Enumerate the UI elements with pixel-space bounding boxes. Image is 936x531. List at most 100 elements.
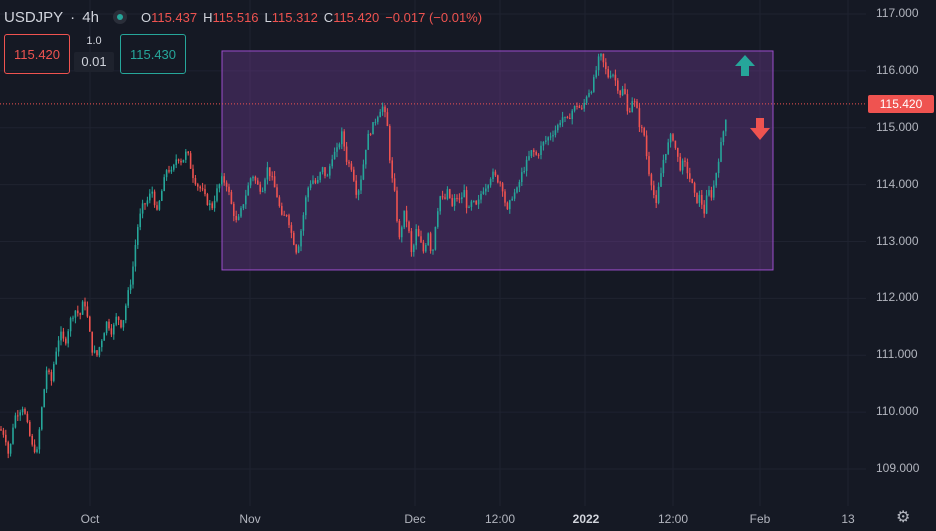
candle-body xyxy=(336,147,338,152)
candle-body xyxy=(513,192,516,199)
candle-body xyxy=(74,310,77,318)
candle-body xyxy=(410,231,413,253)
candle-body xyxy=(165,170,168,178)
candle-body xyxy=(7,442,9,454)
candle-body xyxy=(314,180,317,183)
low-value: 115.312 xyxy=(271,9,318,25)
price-tick: 116.000 xyxy=(876,62,919,77)
chart-area[interactable]: USDJPY · 4h O 115.437 H 115.516 L 115.312 C… xyxy=(0,0,866,506)
candle-body xyxy=(5,434,7,443)
candle-body xyxy=(218,184,221,189)
candle-body xyxy=(573,105,576,111)
candle-body xyxy=(254,176,257,181)
candle-body xyxy=(533,150,535,153)
candle-body xyxy=(475,200,477,205)
candle-body xyxy=(129,284,132,291)
candle-body xyxy=(151,191,153,194)
candle-body xyxy=(710,190,713,198)
candle-body xyxy=(444,197,446,199)
candle-body xyxy=(504,191,506,203)
candle-body xyxy=(396,190,398,221)
candle-body xyxy=(2,430,5,435)
candle-body xyxy=(501,183,504,192)
candle-body xyxy=(552,135,554,137)
candle-body xyxy=(180,160,182,163)
candle-body xyxy=(636,101,638,109)
candle-body xyxy=(9,443,12,454)
interval-label[interactable]: 4h xyxy=(82,8,99,26)
candle-body xyxy=(269,167,271,177)
quantity-field[interactable]: 1.0 0.01 xyxy=(74,34,114,72)
candle-body xyxy=(125,305,127,321)
candle-body xyxy=(192,168,194,179)
candle-body xyxy=(629,111,631,113)
candle-body xyxy=(648,156,650,175)
candle-body xyxy=(487,185,489,189)
candle-body xyxy=(305,197,307,216)
candle-body xyxy=(338,144,341,148)
price-scale[interactable]: 117.000 116.000 115.000 114.000 113.000 112.0… xyxy=(866,0,936,506)
buy-button[interactable]: 115.430 xyxy=(120,34,186,74)
symbol-text: USDJPY xyxy=(4,8,63,26)
separator: · xyxy=(70,8,76,26)
market-status-icon[interactable] xyxy=(112,10,127,24)
candle-body xyxy=(650,174,653,186)
candle-body xyxy=(437,211,439,227)
candle-body xyxy=(686,161,689,174)
candle-body xyxy=(213,200,216,209)
candle-body xyxy=(600,53,602,57)
sell-price: 115.420 xyxy=(13,46,61,62)
candle-body xyxy=(36,449,38,453)
candle-body xyxy=(377,117,379,122)
candle-body xyxy=(595,70,597,78)
candle-body xyxy=(561,117,564,123)
candle-body xyxy=(715,173,717,186)
candle-body xyxy=(271,176,273,178)
candle-body xyxy=(645,135,648,157)
candle-body xyxy=(309,183,312,188)
candle-body xyxy=(626,94,629,112)
candle-body xyxy=(405,210,408,222)
low-label: L xyxy=(264,9,272,25)
candle-body xyxy=(689,173,691,179)
candle-body xyxy=(132,266,134,285)
candle-body xyxy=(62,331,65,339)
candle-body xyxy=(621,88,624,96)
candle-body xyxy=(607,69,609,78)
candle-body xyxy=(86,306,89,317)
candle-body xyxy=(691,178,693,184)
symbol-name[interactable]: USDJPY · 4h xyxy=(4,9,99,26)
candle-body xyxy=(117,316,120,321)
arrow-up-icon[interactable] xyxy=(735,55,755,76)
candle-body xyxy=(713,185,715,198)
candle-body xyxy=(441,196,444,198)
gear-icon[interactable]: ⚙ xyxy=(896,509,911,526)
range-rectangle[interactable] xyxy=(221,50,774,271)
quantity-step: 1.0 xyxy=(86,35,102,47)
quantity-input[interactable]: 0.01 xyxy=(74,52,114,72)
candle-body xyxy=(245,195,247,205)
candle-body xyxy=(509,200,511,210)
candle-body xyxy=(540,145,542,156)
arrow-down-icon[interactable] xyxy=(750,118,770,140)
candle-body xyxy=(182,159,185,163)
candle-body xyxy=(389,126,391,161)
candle-body xyxy=(259,184,261,192)
candle-body xyxy=(516,187,518,193)
price-chart[interactable] xyxy=(0,0,866,506)
candle-body xyxy=(415,228,417,246)
candle-body xyxy=(365,149,367,165)
sell-button[interactable]: 115.420 xyxy=(4,34,70,74)
candle-body xyxy=(0,429,2,431)
candle-body xyxy=(497,175,499,183)
candle-body xyxy=(590,91,593,94)
candle-body xyxy=(96,350,98,356)
candle-body xyxy=(624,88,626,95)
candle-body xyxy=(264,179,266,191)
candle-body xyxy=(422,242,425,252)
time-scale[interactable]: Oct Nov Dec 12:00 2022 12:00 Feb 13 xyxy=(0,506,936,531)
candle-body xyxy=(439,196,441,212)
price-tick: 112.000 xyxy=(876,290,919,305)
candle-body xyxy=(463,190,465,198)
candle-body xyxy=(708,190,710,196)
